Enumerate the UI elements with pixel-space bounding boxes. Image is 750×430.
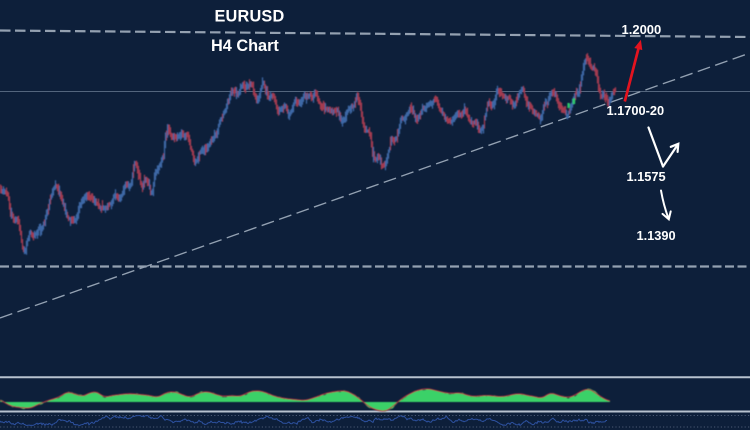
svg-text:1.1390: 1.1390 xyxy=(637,228,676,243)
svg-text:EURUSD: EURUSD xyxy=(215,8,285,26)
svg-text:1.2000: 1.2000 xyxy=(622,22,662,37)
svg-text:H4 Chart: H4 Chart xyxy=(211,37,279,55)
svg-text:1.1575: 1.1575 xyxy=(627,169,666,184)
svg-text:1.1700-20: 1.1700-20 xyxy=(607,103,665,118)
